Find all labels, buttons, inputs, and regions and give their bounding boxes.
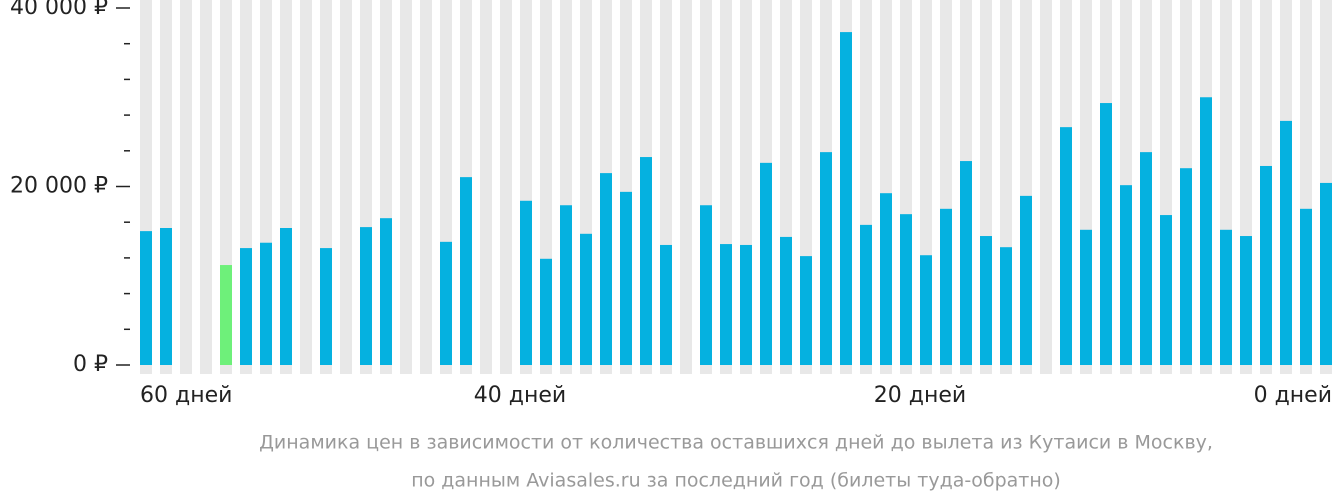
y-tick-label: 40 000 ₽: [10, 0, 108, 20]
bar: [720, 244, 732, 365]
bar: [780, 236, 792, 365]
background-stripe: [200, 0, 212, 374]
background-stripe: [1040, 0, 1052, 374]
bar: [840, 32, 852, 365]
x-tick-label: 0 дней: [1254, 383, 1332, 408]
bar: [820, 152, 832, 365]
background-stripe: [420, 0, 432, 374]
background-stripe: [340, 0, 352, 374]
background-stripe: [400, 0, 412, 374]
bar: [140, 231, 152, 365]
bar: [380, 218, 392, 365]
x-tick-label: 40 дней: [474, 383, 566, 408]
bar: [960, 161, 972, 365]
bar: [1300, 208, 1312, 365]
bar: [520, 200, 532, 365]
bar: [1260, 165, 1272, 365]
background-stripe: [480, 0, 492, 374]
bar: [1200, 97, 1212, 365]
background-stripe: [180, 0, 192, 374]
bar: [640, 157, 652, 365]
bar: [1020, 195, 1032, 365]
bar: [920, 255, 932, 365]
bar: [260, 242, 272, 365]
bar: [800, 256, 812, 365]
x-tick-label: 20 дней: [874, 383, 966, 408]
bar: [460, 177, 472, 365]
bar: [1080, 229, 1092, 365]
background-stripe: [500, 0, 512, 374]
bar: [1120, 185, 1132, 365]
bar: [220, 265, 232, 365]
bar: [320, 248, 332, 365]
bar: [880, 193, 892, 365]
bar: [1140, 152, 1152, 365]
bar: [540, 258, 552, 365]
bar: [700, 205, 712, 365]
bar: [440, 241, 452, 365]
bar: [860, 224, 872, 365]
bar: [660, 244, 672, 365]
x-tick-label: 60 дней: [140, 383, 232, 408]
caption: по данным Aviasales.ru за последний год …: [411, 470, 1061, 492]
bar: [240, 248, 252, 365]
bar: [1000, 247, 1012, 365]
bar: [1060, 127, 1072, 366]
bar: [1240, 236, 1252, 365]
bar: [280, 228, 292, 365]
bar: [160, 228, 172, 365]
background-stripe: [680, 0, 692, 374]
bar: [1100, 103, 1112, 366]
bar: [360, 227, 372, 365]
bar: [980, 236, 992, 365]
bar: [1220, 229, 1232, 365]
bar: [760, 162, 772, 365]
y-tick-label: 20 000 ₽: [10, 174, 108, 199]
bar: [1280, 120, 1292, 366]
y-tick-label: 0 ₽: [73, 352, 108, 377]
bar: [1180, 168, 1192, 365]
bar: [940, 208, 952, 365]
bar: [900, 214, 912, 365]
bar: [620, 191, 632, 365]
bar: [600, 173, 612, 365]
bar: [1160, 215, 1172, 365]
bar: [740, 244, 752, 365]
background-stripe: [300, 0, 312, 374]
bar: [560, 205, 572, 365]
bar: [1320, 182, 1332, 365]
bar: [580, 233, 592, 365]
caption: Динамика цен в зависимости от количества…: [259, 432, 1213, 454]
